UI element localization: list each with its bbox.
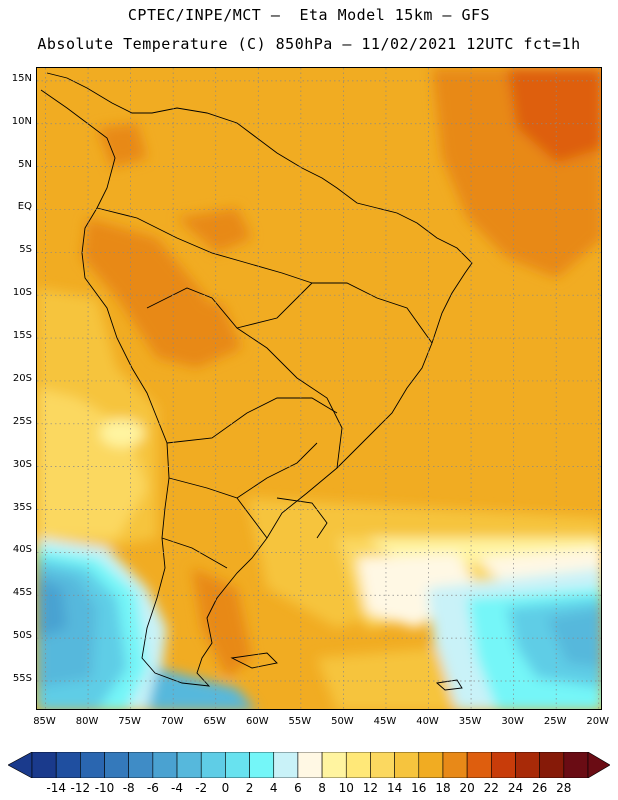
colorbar-segment bbox=[176, 752, 202, 778]
title-line-1: CPTEC/INPE/MCT – Eta Model 15km – GFS bbox=[127, 6, 491, 24]
lat-tick-label: 15S bbox=[12, 330, 32, 342]
lat-tick-label: EQ bbox=[17, 201, 32, 213]
colorbar-segment bbox=[273, 752, 299, 778]
colorbar-segment bbox=[418, 752, 444, 778]
lon-tick-label: 25W bbox=[543, 716, 567, 727]
colorbar-segment bbox=[321, 752, 347, 778]
colorbar-tick-label: 8 bbox=[318, 781, 326, 795]
colorbar-segment bbox=[249, 752, 275, 778]
lon-tick-label: 45W bbox=[373, 716, 397, 727]
lon-tick-label: 65W bbox=[203, 716, 227, 727]
colorbar-tick-label: 16 bbox=[411, 781, 427, 795]
colorbar-tick-label: 10 bbox=[338, 781, 354, 795]
lon-tick-label: 80W bbox=[75, 716, 99, 727]
colorbar-arrow-high bbox=[587, 752, 610, 778]
lon-tick-label: 70W bbox=[160, 716, 184, 727]
colorbar-segment bbox=[394, 752, 420, 778]
lon-tick-label: 40W bbox=[416, 716, 439, 727]
lat-tick-label: 45S bbox=[12, 587, 32, 599]
colorbar-tick-label: -14 bbox=[46, 781, 66, 795]
colorbar-segment bbox=[297, 752, 323, 778]
colorbar-segment bbox=[128, 752, 154, 778]
colorbar-tick-label: 4 bbox=[269, 781, 278, 795]
colorbar-tick-label: 12 bbox=[362, 781, 379, 795]
colorbar-arrow-low bbox=[8, 752, 33, 778]
lon-tick-label: 20W bbox=[586, 716, 610, 727]
lon-tick-label: 30W bbox=[501, 716, 524, 727]
colorbar-tick-label: 18 bbox=[435, 781, 451, 795]
colorbar-segment bbox=[515, 752, 540, 778]
lat-tick-label: 5S bbox=[19, 244, 32, 256]
colorbar-tick-label: 14 bbox=[386, 781, 403, 795]
lat-tick-label: 20S bbox=[12, 372, 32, 384]
lat-tick-label: 40S bbox=[12, 544, 32, 556]
lon-tick-label: 60W bbox=[245, 716, 269, 727]
lat-tick-label: 15N bbox=[11, 72, 32, 84]
colorbar bbox=[8, 752, 610, 778]
lon-tick-label: 35W bbox=[458, 716, 482, 727]
colorbar-segment bbox=[491, 752, 516, 778]
colorbar-tick-label: 28 bbox=[556, 781, 572, 795]
colorbar-segment bbox=[370, 752, 395, 778]
colorbar-tick-label: -4 bbox=[171, 781, 184, 795]
title-line-2: Absolute Temperature (C) 850hPa – 11/02/… bbox=[37, 35, 581, 53]
colorbar-segment bbox=[152, 752, 178, 778]
lat-tick-label: 30S bbox=[12, 458, 32, 470]
colorbar-tick-label: 20 bbox=[459, 781, 475, 795]
colorbar-tick-label: -8 bbox=[122, 781, 135, 795]
lat-tick-label: 10N bbox=[11, 115, 32, 127]
colorbar-tick-label: -6 bbox=[146, 781, 159, 795]
lat-tick-label: 55S bbox=[12, 672, 32, 684]
colorbar-segment bbox=[442, 752, 468, 778]
colorbar-tick-label: 22 bbox=[483, 781, 499, 795]
colorbar-segment bbox=[55, 752, 81, 778]
colorbar-tick-label: 0 bbox=[221, 781, 230, 795]
temperature-map bbox=[36, 67, 602, 710]
colorbar-segment bbox=[31, 752, 57, 778]
colorbar-segment bbox=[345, 752, 371, 778]
colorbar-tick-label: -2 bbox=[195, 781, 208, 795]
colorbar-tick-label: -10 bbox=[94, 781, 115, 795]
lat-tick-label: 35S bbox=[12, 501, 32, 513]
colorbar-tick-label: -12 bbox=[70, 781, 91, 795]
colorbar-tick-label: 26 bbox=[532, 781, 548, 795]
colorbar-tick-label: 24 bbox=[507, 781, 524, 795]
coastline bbox=[40, 72, 473, 691]
lat-tick-label: 50S bbox=[12, 630, 32, 642]
colorbar-segment bbox=[225, 752, 250, 778]
lat-tick-label: 5N bbox=[18, 158, 32, 170]
lat-tick-label: 10S bbox=[12, 287, 32, 299]
colorbar-segment bbox=[200, 752, 226, 778]
lat-tick-label: 25S bbox=[12, 415, 32, 427]
colorbar-segment bbox=[563, 752, 589, 778]
colorbar-segment bbox=[466, 752, 492, 778]
colorbar-tick-label: 2 bbox=[245, 781, 254, 795]
temperature-field bbox=[37, 68, 601, 709]
colorbar-segment bbox=[80, 752, 105, 778]
colorbar-tick-label: 6 bbox=[294, 781, 302, 795]
lon-tick-label: 75W bbox=[118, 716, 141, 727]
gridlines bbox=[37, 68, 601, 709]
colorbar-segment bbox=[104, 752, 129, 778]
lon-tick-label: 85W bbox=[33, 716, 56, 727]
colorbar-segment bbox=[539, 752, 565, 778]
lon-tick-label: 55W bbox=[288, 716, 312, 727]
lon-tick-label: 50W bbox=[331, 716, 354, 727]
